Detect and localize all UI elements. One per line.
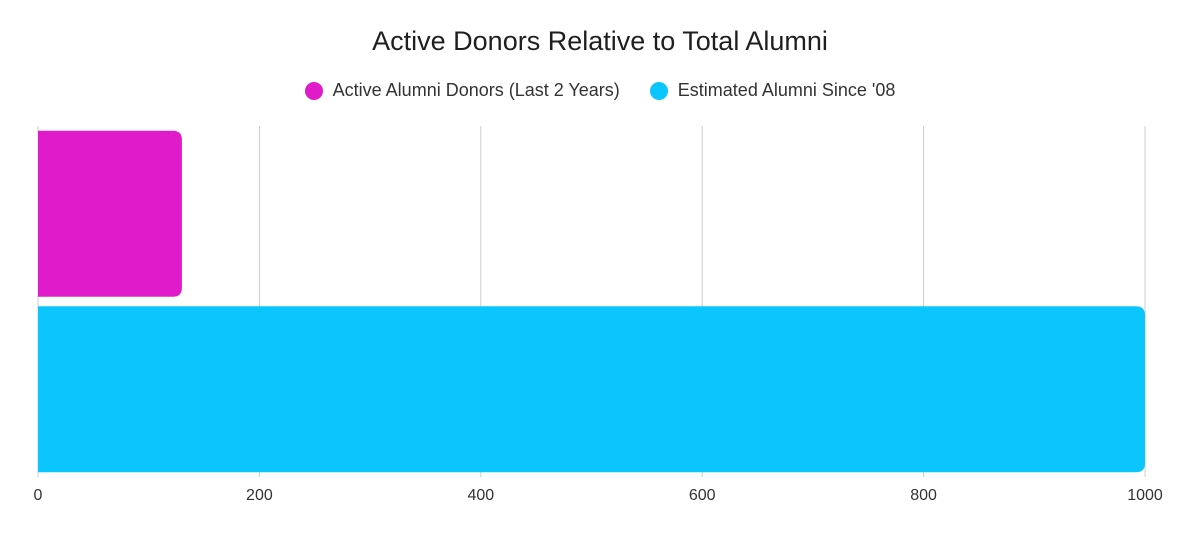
legend-item-estimated-alumni: Estimated Alumni Since '08: [649, 80, 896, 101]
x-tick-label-200: 200: [246, 487, 273, 504]
legend-item-active-donors: Active Alumni Donors (Last 2 Years): [304, 80, 620, 101]
legend-label-active-donors: Active Alumni Donors (Last 2 Years): [332, 80, 620, 100]
legend-label-estimated-alumni: Estimated Alumni Since '08: [677, 80, 896, 100]
x-tick-label-400: 400: [467, 487, 494, 504]
legend-swatch-active-donors: [304, 81, 323, 100]
bar-0: [38, 130, 182, 297]
legend: Active Alumni Donors (Last 2 Years) Esti…: [0, 80, 1200, 101]
x-tick-label-0: 0: [34, 487, 43, 504]
x-tick-label-600: 600: [689, 487, 716, 504]
x-tick-label-800: 800: [910, 487, 937, 504]
chart-title: Active Donors Relative to Total Alumni: [372, 26, 828, 56]
x-tick-label-1000: 1000: [1127, 487, 1163, 504]
legend-swatch-estimated-alumni: [649, 81, 668, 100]
bar-1: [38, 306, 1145, 473]
